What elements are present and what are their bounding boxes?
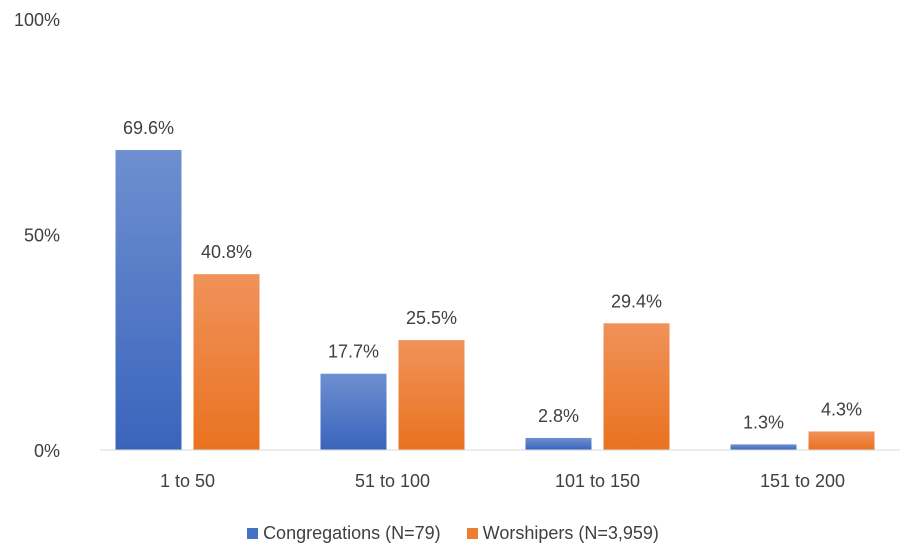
data-label-worshipers: 25.5% — [406, 308, 457, 328]
x-tick-label: 151 to 200 — [760, 471, 845, 491]
legend-item-worshipers: Worshipers (N=3,959) — [466, 522, 659, 544]
x-tick-label: 51 to 100 — [355, 471, 430, 491]
data-labels: 69.6% 40.8% 17.7% 25.5% 2.8% 29.4% 1.3% 4.3% — [123, 118, 862, 432]
bar-worshipers — [808, 431, 875, 450]
legend: Congregations (N=79) Worshipers (N=3,959… — [0, 521, 906, 545]
data-label-worshipers: 4.3% — [821, 399, 862, 419]
y-tick-label: 0% — [34, 441, 60, 461]
bar-congregations — [320, 373, 387, 450]
legend-label-congregations: Congregations (N=79) — [263, 522, 441, 543]
bar-congregations — [730, 444, 797, 450]
legend-label-worshipers: Worshipers (N=3,959) — [482, 522, 659, 543]
y-axis-labels: 0% 50% 100% — [14, 10, 60, 461]
data-label-congregations: 69.6% — [123, 118, 174, 138]
x-tick-label: 101 to 150 — [555, 471, 640, 491]
legend-swatch-congregations — [247, 527, 259, 539]
x-tick-label: 1 to 50 — [160, 471, 215, 491]
data-label-worshipers: 29.4% — [611, 291, 662, 311]
bars — [115, 150, 875, 451]
legend-item-congregations: Congregations (N=79) — [247, 523, 441, 544]
bar-congregations — [115, 150, 182, 451]
x-axis-labels: 1 to 50 51 to 100 101 to 150 151 to 200 — [160, 471, 845, 491]
bar-worshipers — [398, 340, 465, 450]
data-label-congregations: 2.8% — [538, 406, 579, 426]
legend-swatch-worshipers — [466, 527, 478, 539]
bar-worshipers — [603, 323, 670, 450]
y-tick-label: 50% — [24, 226, 60, 246]
bar-worshipers — [193, 274, 260, 450]
data-label-congregations: 17.7% — [328, 342, 379, 362]
data-label-congregations: 1.3% — [743, 412, 784, 432]
bar-congregations — [525, 437, 592, 450]
y-tick-label: 100% — [14, 10, 60, 30]
data-label-worshipers: 40.8% — [201, 242, 252, 262]
